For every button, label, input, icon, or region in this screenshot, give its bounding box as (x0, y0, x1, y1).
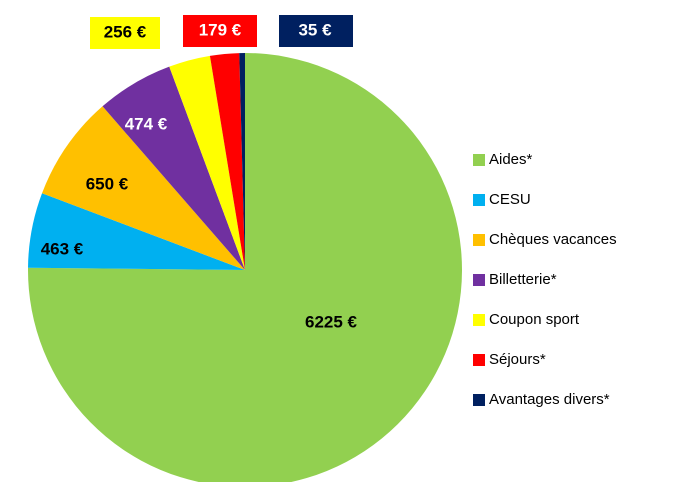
pie-slice (169, 55, 245, 271)
value-label: 6225 € (305, 312, 358, 331)
value-label: 474 € (125, 114, 168, 133)
legend-swatch (473, 274, 485, 286)
legend-label: Chèques vacances (489, 231, 617, 248)
legend-swatch (473, 394, 485, 406)
label-box (279, 15, 353, 47)
pie-slice (28, 193, 245, 270)
legend-label: Aides* (489, 151, 533, 168)
pie-slice (209, 53, 245, 271)
legend-label: Billetterie* (489, 271, 557, 288)
value-label: 179 € (199, 20, 242, 39)
value-label: 256 € (104, 22, 147, 41)
pie-slice (28, 53, 462, 482)
label-box (90, 17, 160, 49)
legend-label: Séjours* (489, 351, 546, 368)
pie-slice (102, 66, 245, 271)
legend-swatch (473, 314, 485, 326)
pie-slice (42, 106, 245, 270)
value-label: 35 € (298, 20, 332, 39)
value-label: 463 € (41, 239, 84, 258)
pie-slice (239, 53, 245, 270)
legend-label: Coupon sport (489, 311, 580, 328)
legend-swatch (473, 234, 485, 246)
legend-swatch (473, 154, 485, 166)
label-box (183, 15, 257, 47)
legend-label: Avantages divers* (489, 391, 610, 408)
value-label: 650 € (86, 174, 129, 193)
legend-swatch (473, 194, 485, 206)
legend-swatch (473, 354, 485, 366)
legend-label: CESU (489, 191, 531, 208)
